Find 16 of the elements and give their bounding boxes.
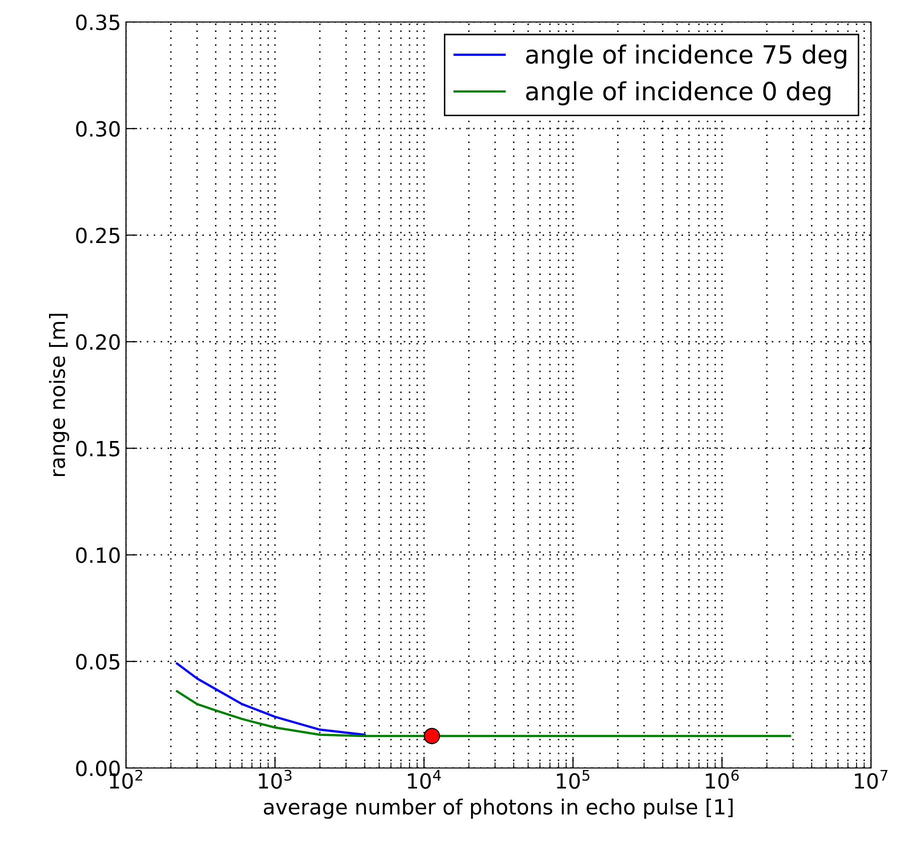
y-tick-label: 0.20 — [76, 334, 120, 350]
y-tick-label: 0.30 — [76, 121, 120, 137]
y-axis-title: range noise [m] — [49, 314, 70, 476]
legend-label: angle of incidence 75 deg — [526, 44, 846, 69]
y-tick-label: 0.35 — [76, 14, 120, 30]
y-tick-label: 0.05 — [76, 654, 120, 670]
y-tick-label: 0.10 — [76, 547, 120, 564]
y-tick-label: 0.25 — [76, 228, 120, 244]
x-tick-label: 10$^{7}$ — [854, 770, 888, 789]
x-tick-label: 10$^{4}$ — [408, 770, 441, 789]
y-tick-label: 0.15 — [76, 440, 120, 456]
x-tick-label: 10$^{5}$ — [556, 770, 590, 789]
x-tick-label: 10$^{3}$ — [258, 770, 292, 789]
x-tick-label: 10$^{6}$ — [706, 770, 739, 789]
legend-label: angle of incidence 0 deg — [526, 81, 830, 106]
x-axis-title: average number of photons in echo pulse [1] — [264, 798, 733, 819]
